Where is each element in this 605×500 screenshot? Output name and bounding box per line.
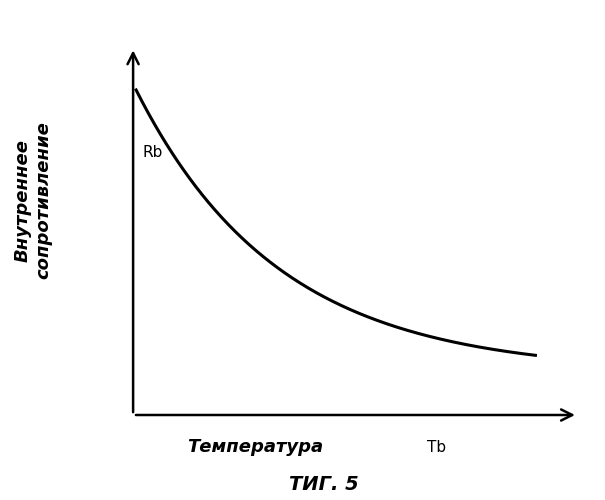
Text: Температура: Температура — [188, 438, 324, 456]
Text: Rb: Rb — [142, 145, 163, 160]
Text: Внутреннее
сопротивление: Внутреннее сопротивление — [14, 121, 53, 279]
Text: ΤИГ. 5: ΤИГ. 5 — [289, 474, 359, 494]
Text: Tb: Tb — [427, 440, 446, 455]
